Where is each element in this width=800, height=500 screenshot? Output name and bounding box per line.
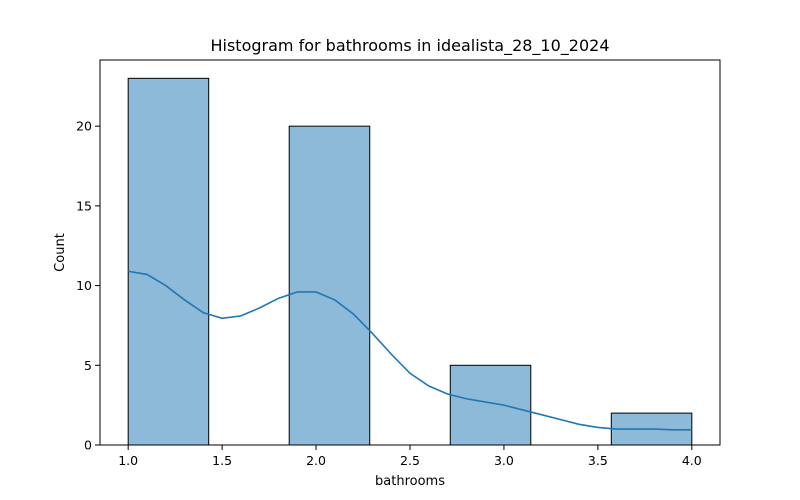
kde-curve	[128, 270, 692, 431]
y-axis-label: Count	[53, 233, 68, 272]
x-tick-label: 1.0	[118, 453, 138, 468]
x-axis-label: bathrooms	[375, 474, 445, 489]
histogram-bar	[449, 364, 532, 446]
y-axis-ticks: 0 5 10 15 20	[76, 119, 100, 453]
x-axis-ticks: 1.0 1.5 2.0 2.5 3.0 3.5 4.0	[118, 445, 702, 468]
y-tick-label: 5	[84, 358, 92, 373]
chart-title: Histogram for bathrooms in idealista_28_…	[210, 36, 609, 56]
x-tick-label: 3.5	[588, 453, 608, 468]
y-tick-label: 10	[76, 278, 92, 293]
y-tick-label: 20	[76, 119, 92, 134]
histogram-bar	[288, 125, 371, 446]
x-tick-label: 4.0	[682, 453, 702, 468]
x-tick-label: 2.5	[400, 453, 420, 468]
y-tick-label: 0	[84, 438, 92, 453]
x-tick-label: 3.0	[494, 453, 514, 468]
histogram-bars	[127, 77, 693, 446]
x-tick-label: 1.5	[212, 453, 232, 468]
y-tick-label: 15	[76, 198, 92, 213]
x-tick-label: 2.0	[306, 453, 326, 468]
histogram-bar	[127, 77, 210, 446]
